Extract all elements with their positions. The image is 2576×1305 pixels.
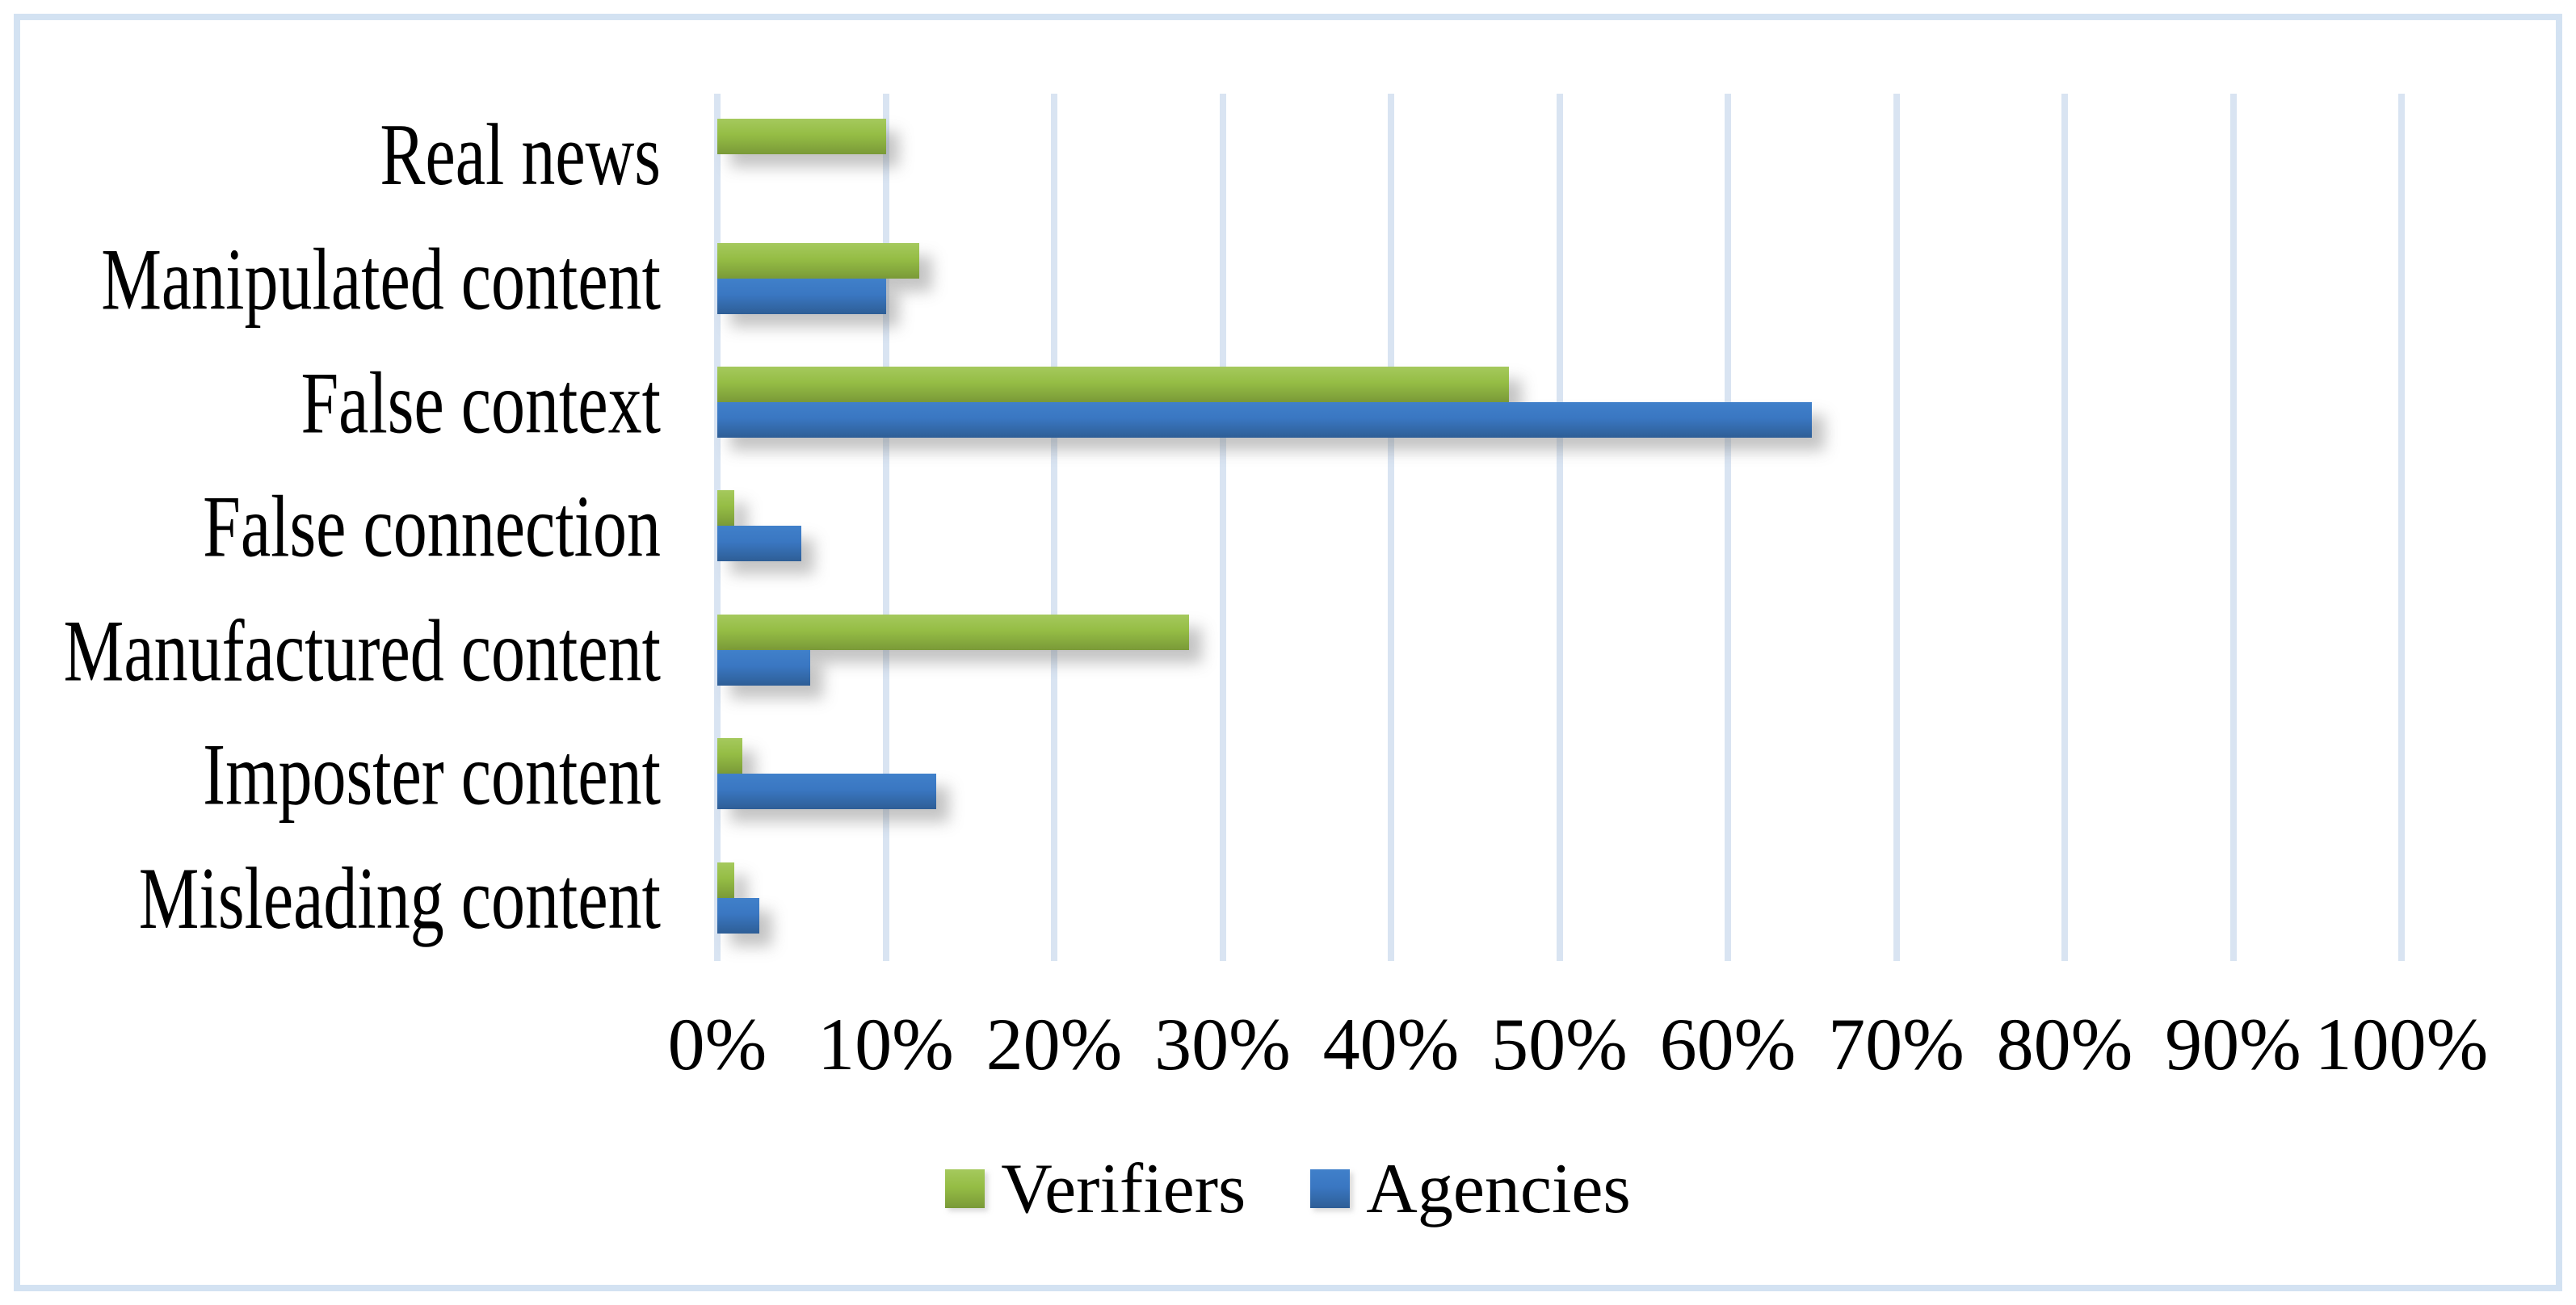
category-label-text: False context: [300, 355, 661, 452]
bar-verifiers-manipulated-content: [717, 242, 920, 279]
category-label-false-context: False context: [0, 342, 661, 465]
bar-agencies-manipulated-content: [717, 278, 886, 314]
category-label-false-connection: False connection: [0, 465, 661, 589]
bar-verifiers-manufactured-content: [717, 614, 1189, 650]
gridline-60: [1725, 94, 1731, 961]
category-label-text: Imposter content: [203, 726, 661, 825]
category-label-text: Manipulated content: [101, 230, 661, 329]
x-tick-label-10: 10%: [817, 1003, 954, 1085]
gridline-80: [2061, 94, 2068, 961]
legend-label-verifiers: Verifiers: [1001, 1149, 1246, 1228]
plot-area: [714, 94, 2405, 961]
x-axis: 0% 10% 20% 30% 40% 50% 60% 70% 80% 90% 100%: [668, 1001, 2489, 1098]
bar-verifiers-imposter-content: [717, 738, 743, 774]
bar-agencies-misleading-content: [717, 897, 760, 934]
x-tick-label-80: 80%: [1996, 1003, 2133, 1085]
category-label-misleading-content: Misleading content: [0, 837, 661, 961]
x-tick-label-50: 50%: [1491, 1003, 1628, 1085]
gridline-100: [2398, 94, 2405, 961]
x-tick-label-30: 30%: [1154, 1003, 1291, 1085]
bar-verifiers-real-news: [717, 119, 886, 155]
category-label-manipulated-content: Manipulated content: [0, 217, 661, 341]
gridline-50: [1556, 94, 1563, 961]
legend-swatch-agencies: [1310, 1169, 1351, 1208]
gridline-70: [1893, 94, 1900, 961]
gridline-40: [1388, 94, 1394, 961]
bar-verifiers-misleading-content: [717, 862, 734, 898]
gridline-30: [1219, 94, 1226, 961]
legend: Verifiers Agencies: [0, 1140, 2576, 1237]
bar-agencies-false-context: [717, 402, 1813, 438]
legend-swatch-verifiers: [945, 1169, 985, 1208]
x-tick-label-70: 70%: [1828, 1003, 1965, 1085]
gridline-20: [1051, 94, 1057, 961]
x-tick-label-90: 90%: [2165, 1003, 2301, 1085]
bar-verifiers-false-context: [717, 367, 1509, 402]
x-tick-label-40: 40%: [1322, 1003, 1460, 1085]
category-axis: Real news Manipulated content False contex…: [0, 94, 661, 961]
x-tick-label-0: 0%: [667, 1003, 767, 1085]
gridline-90: [2229, 94, 2237, 961]
x-tick-label-20: 20%: [985, 1003, 1123, 1085]
x-tick-label-100: 100%: [2314, 1003, 2489, 1085]
bar-agencies-imposter-content: [717, 774, 937, 810]
legend-entry-agencies: Agencies: [1310, 1148, 1631, 1230]
category-label-manufactured-content: Manufactured content: [0, 590, 661, 713]
category-label-text: Real news: [380, 107, 661, 205]
bar-agencies-manufactured-content: [717, 649, 810, 686]
category-label-real-news: Real news: [0, 94, 661, 217]
category-label-text: Misleading content: [138, 850, 661, 948]
category-label-text: Manufactured content: [63, 602, 661, 700]
category-label-text: False connection: [203, 478, 661, 577]
gridline-10: [882, 94, 889, 961]
x-tick-label-60: 60%: [1659, 1003, 1796, 1085]
category-label-imposter-content: Imposter content: [0, 713, 661, 837]
legend-label-agencies: Agencies: [1366, 1149, 1631, 1228]
bar-agencies-false-connection: [717, 526, 802, 562]
legend-entry-verifiers: Verifiers: [945, 1148, 1246, 1230]
bar-verifiers-false-connection: [717, 490, 734, 527]
